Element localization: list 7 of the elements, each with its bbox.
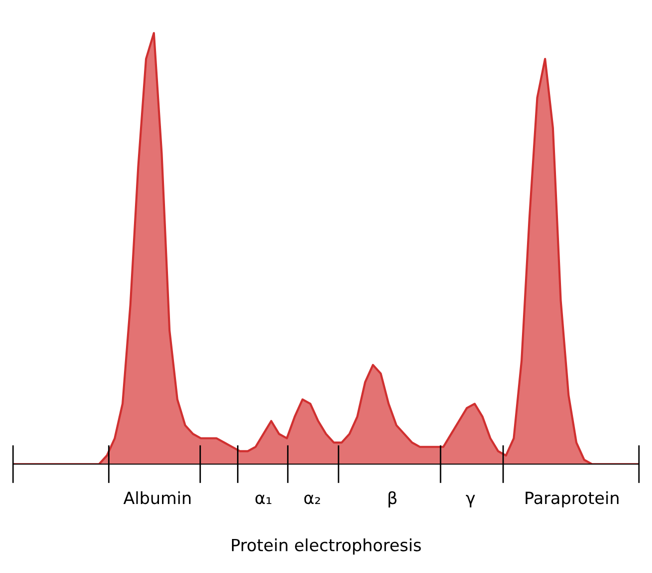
text: Albumin bbox=[123, 491, 191, 504]
text: α₁ bbox=[255, 494, 272, 504]
text: Paraprotein bbox=[526, 491, 618, 508]
text: β bbox=[388, 491, 396, 508]
text: α₂ bbox=[304, 494, 320, 504]
text: γ bbox=[466, 494, 476, 508]
x-axis-title: Protein electrophoresis bbox=[232, 538, 421, 555]
